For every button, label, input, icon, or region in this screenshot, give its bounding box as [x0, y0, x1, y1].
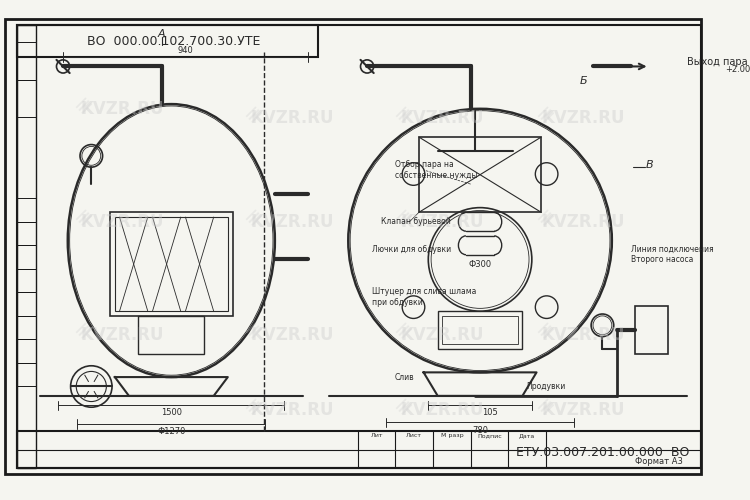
Bar	[438, 311, 523, 349]
Text: KVZR.RU: KVZR.RU	[400, 109, 484, 127]
Bar	[17, 25, 318, 57]
Text: В: В	[646, 160, 653, 170]
Text: Лист: Лист	[406, 433, 422, 438]
Text: Линия подключения
Второго насоса: Линия подключения Второго насоса	[631, 245, 713, 264]
Text: Дата: Дата	[519, 433, 536, 438]
Bar	[17, 25, 36, 468]
Text: Отбор пара на
собственные нужды: Отбор пара на собственные нужды	[395, 160, 478, 180]
Text: Выход пара: Выход пара	[687, 56, 748, 66]
Text: Ф1270: Ф1270	[158, 427, 185, 436]
Text: KVZR.RU: KVZR.RU	[400, 213, 484, 231]
Text: 105: 105	[482, 408, 497, 418]
Text: KVZR.RU: KVZR.RU	[80, 100, 164, 118]
Text: ≡: ≡	[532, 204, 560, 231]
Text: ≡: ≡	[241, 316, 268, 344]
Text: KVZR.RU: KVZR.RU	[542, 401, 626, 419]
Text: ≡: ≡	[391, 100, 418, 127]
Bar	[17, 246, 36, 269]
Bar	[419, 137, 542, 212]
Bar	[17, 269, 36, 292]
Bar	[110, 212, 232, 316]
Bar	[17, 363, 36, 386]
Bar	[17, 222, 36, 246]
Text: Ф300: Ф300	[469, 260, 492, 268]
Text: 940: 940	[178, 46, 194, 55]
Text: KVZR.RU: KVZR.RU	[80, 326, 164, 344]
Text: Формат А3: Формат А3	[635, 458, 682, 466]
Text: KVZR.RU: KVZR.RU	[80, 213, 164, 231]
Bar	[17, 42, 36, 80]
Text: Подпис: Подпис	[477, 433, 502, 438]
Text: ≡: ≡	[391, 204, 418, 231]
Text: ≡: ≡	[71, 90, 98, 118]
Bar	[115, 217, 228, 311]
Text: KVZR.RU: KVZR.RU	[250, 109, 334, 127]
Text: 1500: 1500	[160, 408, 182, 418]
Text: ≡: ≡	[71, 204, 98, 231]
Bar	[17, 198, 36, 222]
Text: ВО  000.00.102.700.30.УТЕ: ВО 000.00.102.700.30.УТЕ	[88, 34, 261, 48]
Text: Продувки: Продувки	[526, 382, 566, 391]
Text: ≡: ≡	[391, 316, 418, 344]
Text: ≡: ≡	[71, 316, 98, 344]
Text: ЕТУ.03.007.201.00.000  ВО: ЕТУ.03.007.201.00.000 ВО	[516, 446, 689, 459]
Bar	[17, 292, 36, 316]
Text: ≡: ≡	[532, 316, 560, 344]
Text: ≡: ≡	[241, 392, 268, 419]
Text: М разр: М разр	[440, 433, 464, 438]
Text: ≡: ≡	[391, 392, 418, 419]
Bar	[17, 340, 36, 363]
Bar	[442, 316, 518, 344]
Text: KVZR.RU: KVZR.RU	[542, 213, 626, 231]
Bar	[635, 306, 668, 354]
Text: KVZR.RU: KVZR.RU	[542, 326, 626, 344]
Text: А: А	[158, 28, 166, 38]
Text: Штуцер для слива шлама
при обдувки: Штуцер для слива шлама при обдувки	[372, 288, 476, 307]
Text: KVZR.RU: KVZR.RU	[542, 109, 626, 127]
Text: KVZR.RU: KVZR.RU	[250, 401, 334, 419]
Text: Б: Б	[580, 76, 587, 86]
Bar	[17, 316, 36, 340]
Text: ≡: ≡	[532, 392, 560, 419]
Text: ≡: ≡	[241, 204, 268, 231]
Text: KVZR.RU: KVZR.RU	[400, 326, 484, 344]
Text: KVZR.RU: KVZR.RU	[400, 401, 484, 419]
Text: Слив: Слив	[395, 372, 415, 382]
Text: KVZR.RU: KVZR.RU	[250, 326, 334, 344]
Text: ≡: ≡	[532, 100, 560, 127]
Text: +2.000: +2.000	[724, 65, 750, 74]
Bar	[17, 430, 701, 469]
Text: Клапан бурьевой: Клапан бурьевой	[381, 218, 451, 226]
Bar	[138, 316, 204, 354]
Text: KVZR.RU: KVZR.RU	[250, 213, 334, 231]
Text: Лючки для обдувки: Лючки для обдувки	[372, 246, 451, 254]
Text: ≡: ≡	[241, 100, 268, 127]
Text: Лит: Лит	[370, 433, 382, 438]
Bar	[17, 80, 36, 118]
Text: 780: 780	[472, 426, 488, 435]
